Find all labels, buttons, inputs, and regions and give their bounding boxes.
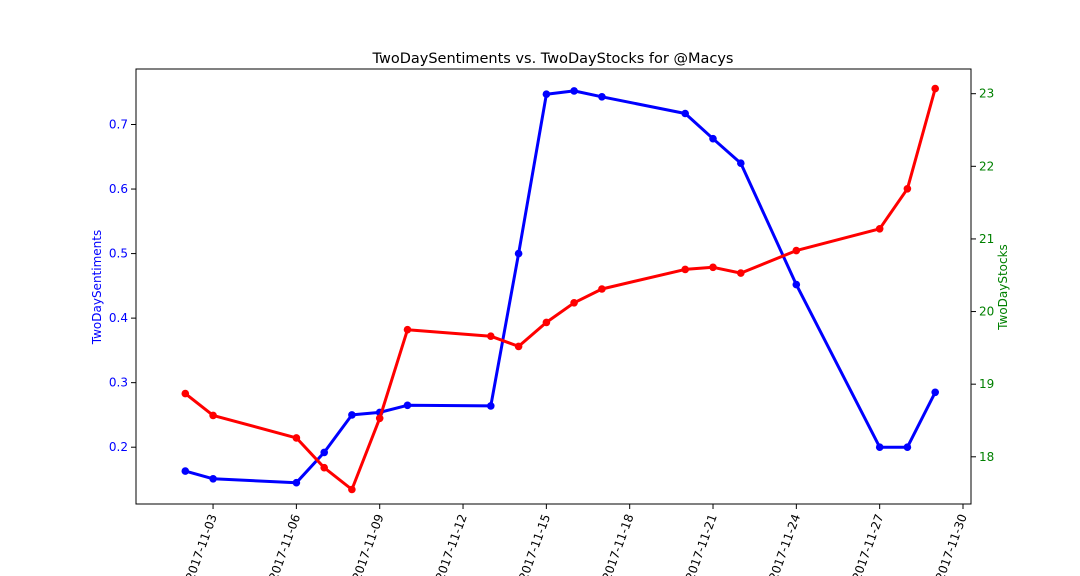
y-left-tick-label: 0.4 xyxy=(109,311,128,325)
stock-series-line xyxy=(183,87,937,491)
y-left-tick-label: 0.2 xyxy=(109,440,128,454)
stock-data-point xyxy=(487,332,495,341)
sentiment-series-line xyxy=(183,89,937,485)
x-tick-label: 2017-11-24 xyxy=(766,512,803,576)
sentiment-data-point xyxy=(292,478,301,487)
stock-data-point xyxy=(737,269,745,277)
sentiment-data-point xyxy=(875,443,884,452)
x-tick-label: 2017-11-06 xyxy=(266,512,303,576)
sentiment-data-point xyxy=(737,159,745,167)
sentiment-data-point xyxy=(403,401,412,410)
stock-data-point xyxy=(792,246,801,255)
stock-data-point xyxy=(181,389,190,398)
y-right-tick-label: 23 xyxy=(979,87,994,101)
x-tick-label: 2017-11-18 xyxy=(599,512,636,576)
y-right-tick-label: 21 xyxy=(979,232,994,246)
stock-data-point xyxy=(598,285,606,293)
y-left-axis-label: TwoDaySentiments xyxy=(90,230,104,345)
sentiment-data-point xyxy=(514,249,523,258)
stock-data-point xyxy=(320,463,329,472)
y-left-tick-label: 0.7 xyxy=(109,118,128,132)
y-right-tick-label: 19 xyxy=(979,377,994,391)
stock-data-point xyxy=(931,84,939,93)
sentiment-data-point xyxy=(903,443,912,452)
x-tick-label: 2017-11-09 xyxy=(350,512,387,576)
x-tick-label: 2017-11-21 xyxy=(683,512,720,576)
x-tick-label: 2017-11-12 xyxy=(433,512,470,576)
stock-data-point xyxy=(209,411,217,420)
stock-data-point xyxy=(542,318,551,327)
x-tick-label: 2017-11-03 xyxy=(183,512,220,576)
sentiment-data-point xyxy=(542,90,551,98)
sentiment-data-point xyxy=(709,134,717,143)
chart-title: TwoDaySentiments vs. TwoDayStocks for @M… xyxy=(372,51,734,67)
sentiment-data-point xyxy=(487,402,495,410)
y-right-axis-label: TwoDayStocks xyxy=(996,244,1010,331)
stock-data-point xyxy=(292,434,301,442)
stock-data-point xyxy=(514,342,523,351)
y-right-tick-label: 22 xyxy=(979,159,994,173)
stock-data-point xyxy=(681,265,689,274)
sentiment-data-point xyxy=(320,448,329,457)
stock-data-point xyxy=(903,185,912,193)
sentiment-data-point xyxy=(681,109,689,118)
y-right-tick-label: 18 xyxy=(979,450,994,464)
plot-area: 2017-11-03 2017-11-06 2017-11-09 2017-11-12… xyxy=(109,68,994,576)
sentiment-data-point xyxy=(931,388,939,397)
stock-data-point xyxy=(403,325,412,334)
stock-data-point xyxy=(709,263,717,272)
stock-data-point xyxy=(875,225,884,233)
y-left-tick-label: 0.3 xyxy=(109,376,128,390)
x-tick-label: 2017-11-30 xyxy=(933,512,970,576)
stock-data-point xyxy=(570,299,578,307)
stock-data-point xyxy=(348,485,356,494)
sentiment-data-point xyxy=(570,87,578,95)
sentiment-data-point xyxy=(209,475,217,483)
sentiment-data-point xyxy=(348,411,356,419)
sentiment-data-point xyxy=(181,467,190,475)
y-right-tick-label: 20 xyxy=(979,305,994,319)
sentiment-data-point xyxy=(598,93,606,101)
y-left-tick-label: 0.6 xyxy=(109,182,128,196)
sentiment-data-point xyxy=(792,280,801,289)
y-left-tick-label: 0.5 xyxy=(109,247,128,261)
plot-frame xyxy=(135,68,972,505)
x-tick-label: 2017-11-27 xyxy=(849,512,886,576)
stock-data-point xyxy=(375,414,384,423)
x-tick-label: 2017-11-15 xyxy=(516,512,553,576)
